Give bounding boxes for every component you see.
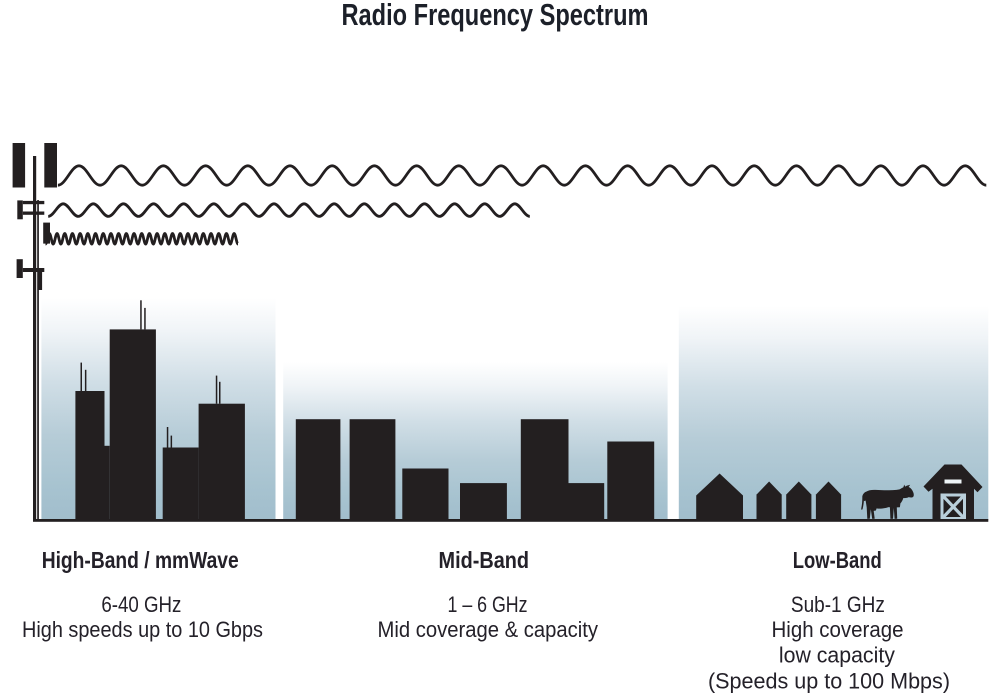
svg-text:High coverage: High coverage [772, 617, 904, 642]
svg-text:(Speeds up to 100 Mbps): (Speeds up to 100 Mbps) [708, 669, 950, 694]
svg-text:High-Band / mmWave: High-Band / mmWave [42, 547, 239, 573]
svg-text:1 – 6 GHz: 1 – 6 GHz [448, 592, 528, 617]
svg-text:Low-Band: Low-Band [793, 547, 882, 573]
svg-text:6-40 GHz: 6-40 GHz [101, 592, 181, 617]
svg-text:Mid coverage & capacity: Mid coverage & capacity [378, 617, 599, 642]
svg-text:Mid-Band: Mid-Band [439, 547, 530, 573]
svg-text:High speeds up to 10 Gbps: High speeds up to 10 Gbps [22, 617, 263, 642]
svg-text:low capacity: low capacity [779, 643, 895, 668]
svg-text:Radio Frequency Spectrum: Radio Frequency Spectrum [342, 0, 649, 32]
svg-text:Sub-1 GHz: Sub-1 GHz [791, 592, 885, 617]
